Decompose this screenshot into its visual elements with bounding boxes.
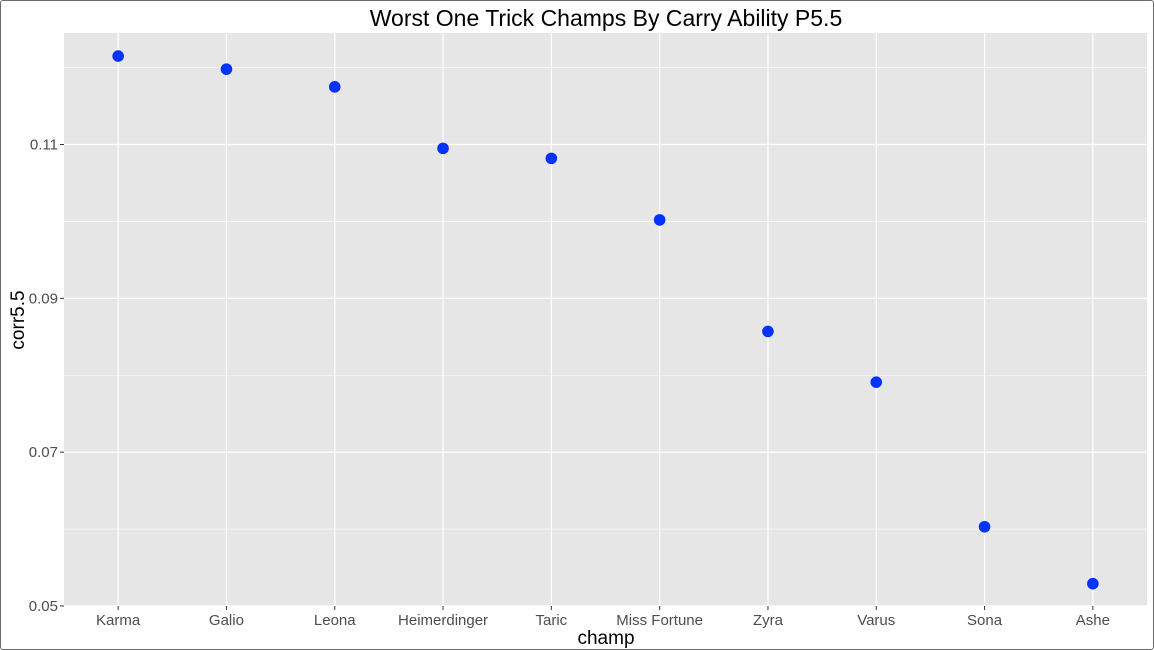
x-axis-ticks: Karma Galio Leona Heimerdinger Taric Miss For… [96,606,1110,629]
x-tick-label: Karma [96,612,141,629]
data-points [112,50,1099,590]
major-gridlines [64,33,1147,607]
data-point [762,325,774,338]
y-axis-ticks: 0.05 0.07 0.09 0.11 [29,137,64,615]
data-point [1087,577,1099,590]
data-point [437,142,449,155]
y-tick-label: 0.05 [29,598,58,615]
x-tick-label: Taric [536,612,568,629]
y-tick-label: 0.09 [29,290,58,307]
data-point [870,376,883,388]
data-point [653,214,666,226]
data-point [545,152,558,165]
minor-gridlines [64,67,1147,530]
x-tick-label: Miss Fortune [616,612,703,629]
y-axis-title: corr5.5 [8,290,29,349]
data-point [112,50,124,62]
data-point [978,520,991,533]
data-point [220,63,233,75]
data-point [328,81,341,93]
x-tick-label: Zyra [753,612,784,629]
x-tick-label: Varus [857,612,895,629]
y-tick-label: 0.11 [30,137,58,154]
plot-panel [64,33,1147,606]
x-axis-title: champ [577,628,634,649]
y-tick-label: 0.07 [29,444,58,461]
x-tick-label: Heimerdinger [398,612,488,629]
x-tick-label: Sona [967,612,1003,629]
chart-title: Worst One Trick Champs By Carry Ability … [370,5,843,31]
x-tick-label: Galio [209,612,244,629]
x-tick-label: Leona [314,612,356,629]
x-tick-label: Ashe [1076,612,1110,629]
